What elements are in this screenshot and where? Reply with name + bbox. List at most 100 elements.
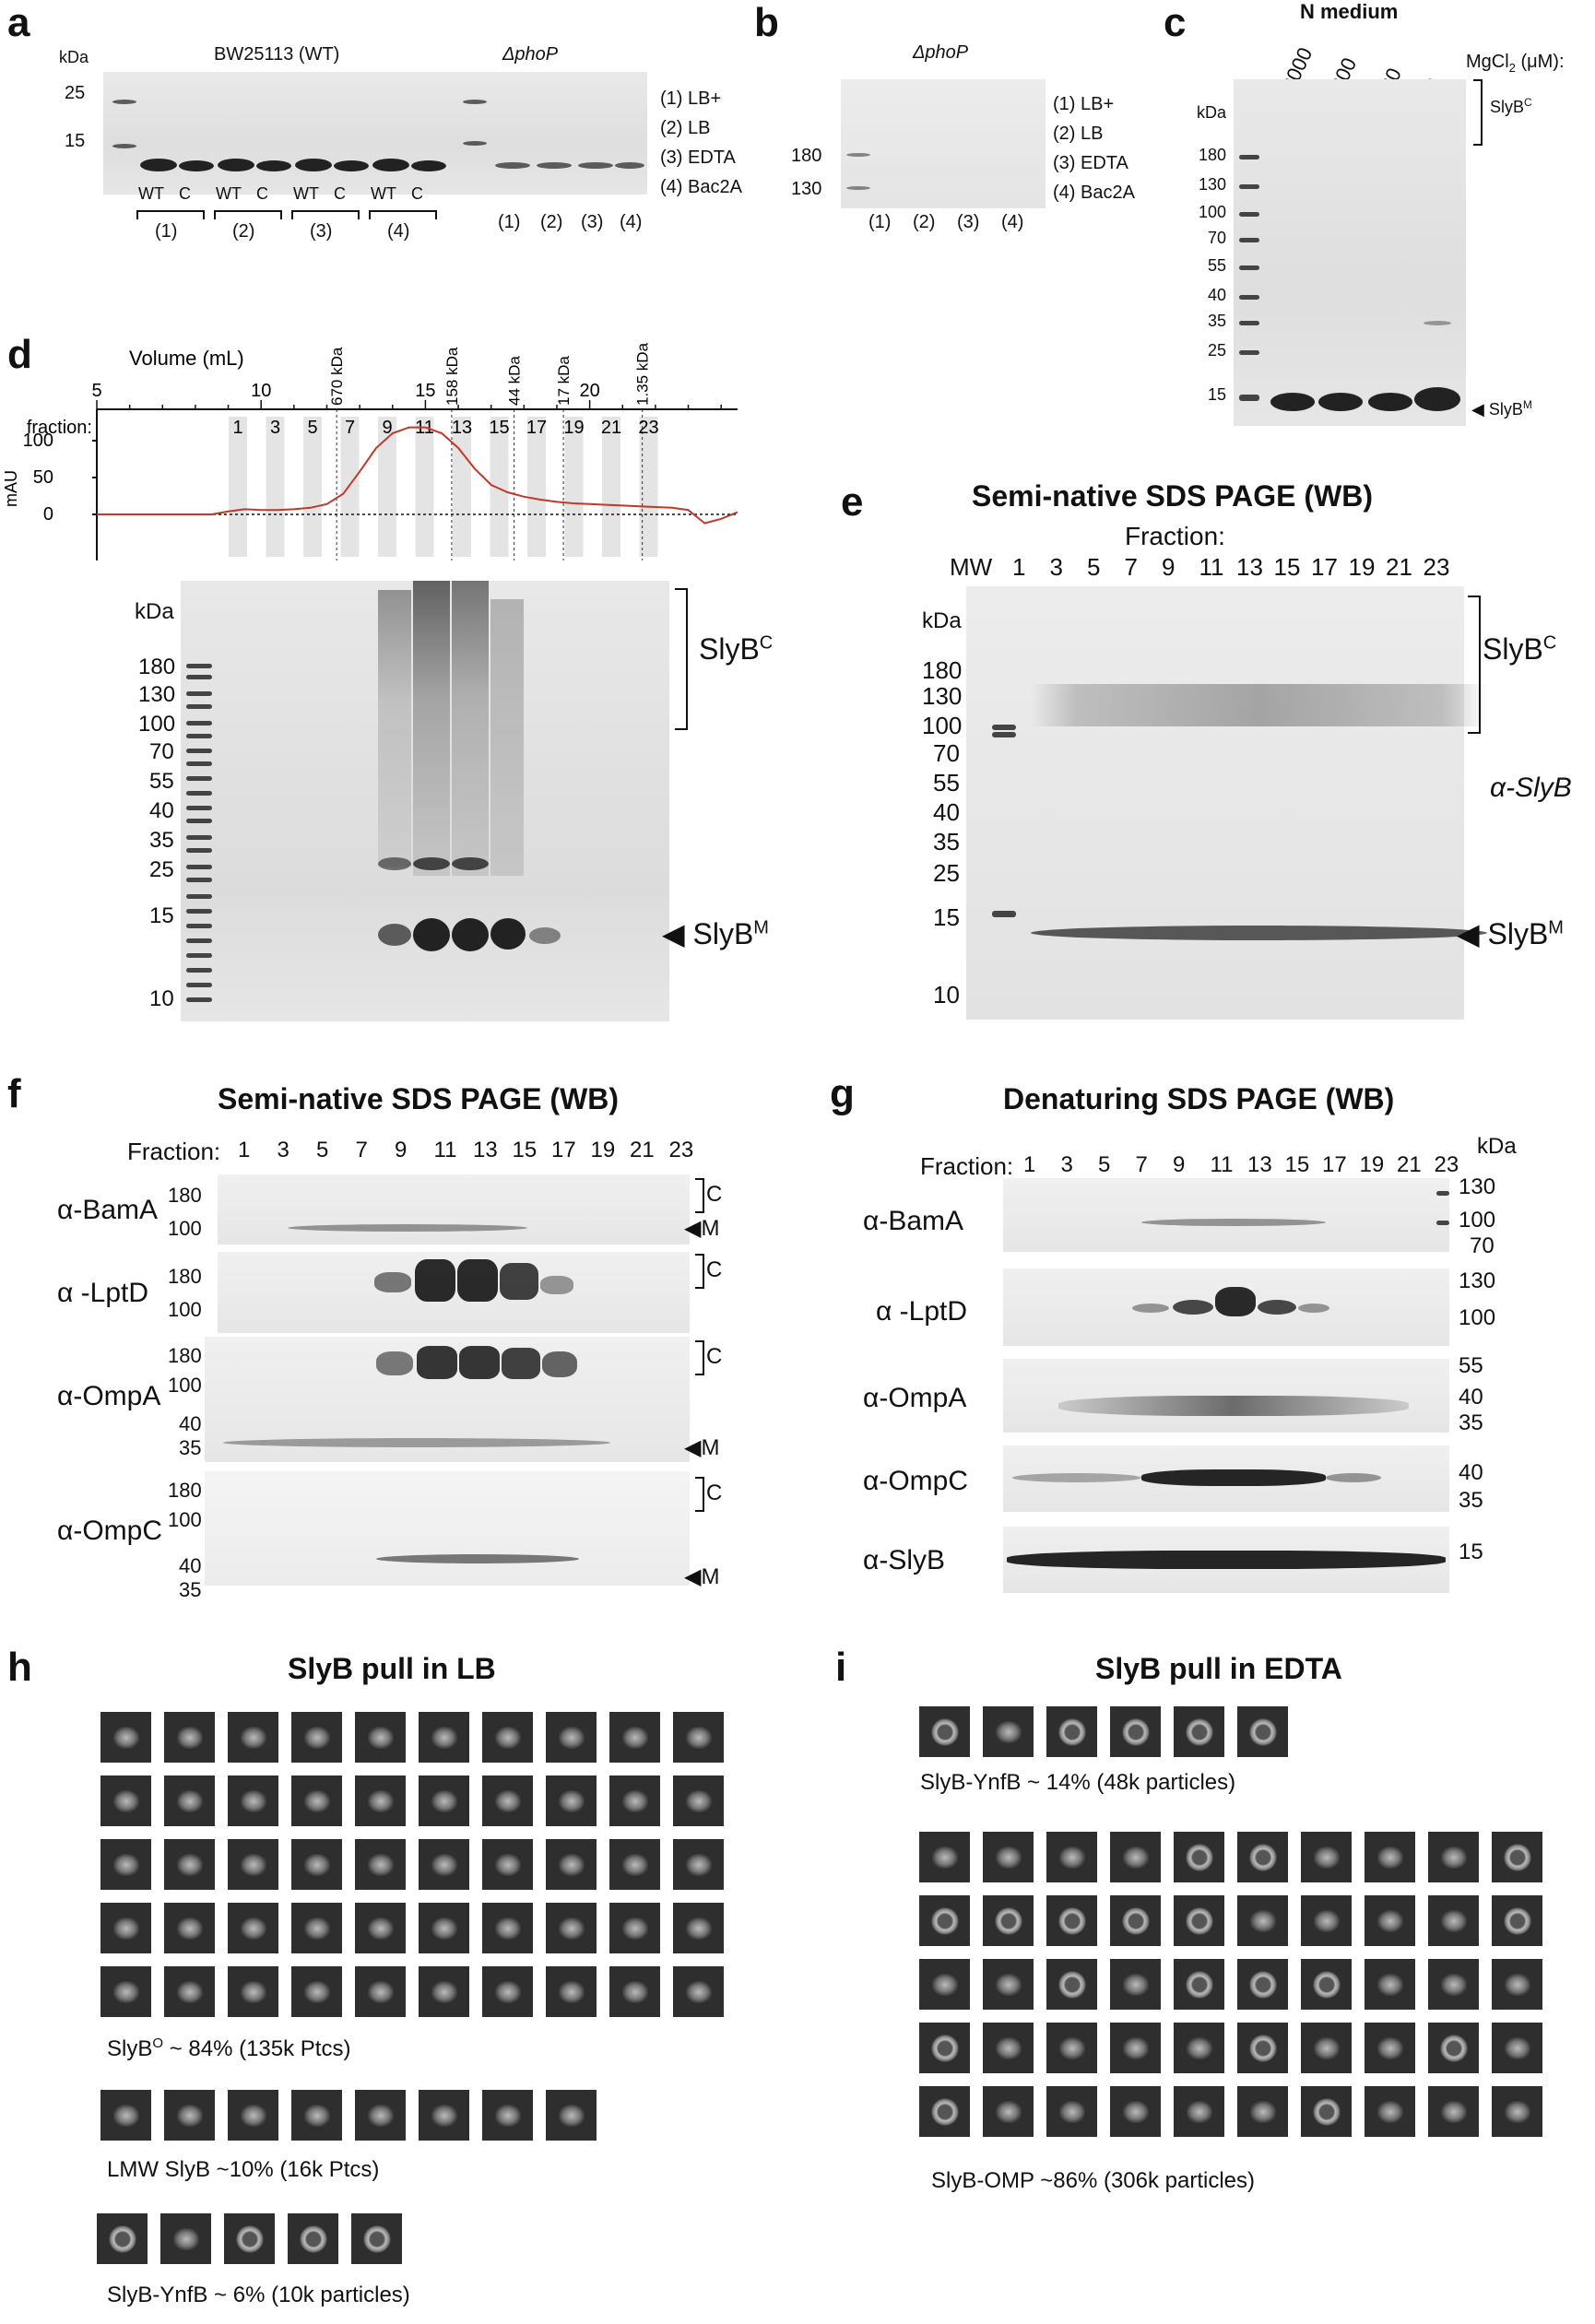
class-average-image <box>1427 2022 1480 2074</box>
tag-label: ◀M <box>684 1216 720 1241</box>
marker-label: 15 <box>933 903 960 931</box>
slybc-label: SlyBC <box>699 632 774 666</box>
class-average-image <box>672 1775 725 1827</box>
volume-tick-label: 5 <box>91 381 101 401</box>
marker-label: 35 <box>933 828 960 855</box>
class-average-image <box>1491 1958 1543 2011</box>
marker-label: 40 <box>149 798 174 823</box>
panel-title: SlyB pull in EDTA <box>1095 1652 1342 1685</box>
lane-label: C <box>256 184 268 203</box>
lane-label: WT <box>293 184 319 203</box>
fraction-number: 5 <box>1098 1152 1111 1177</box>
bracket <box>695 1178 704 1213</box>
class-average-image <box>163 1711 216 1764</box>
class-average-image <box>608 1965 661 2018</box>
gel-image <box>181 581 669 1021</box>
class-average-image <box>672 1838 725 1891</box>
legend-item: (4) Bac2A <box>1053 183 1135 203</box>
group-label: (2) <box>232 221 255 242</box>
class-average-image <box>918 1831 971 1883</box>
panel-title: Semi-native SDS PAGE (WB) <box>218 1082 620 1115</box>
fraction-number: 21 <box>601 418 621 438</box>
fraction-number: 11 <box>1210 1152 1234 1177</box>
class-average-image <box>1427 2085 1480 2138</box>
volume-tick-label: 15 <box>415 381 435 401</box>
class-average-image <box>418 2089 470 2141</box>
marker-label: 40 <box>1208 286 1227 304</box>
class-average-image <box>1236 1831 1289 1883</box>
gel-image <box>103 72 647 195</box>
class-average-image <box>1173 1705 1225 1758</box>
legend-item: (3) EDTA <box>660 147 736 168</box>
fraction-number: 23 <box>638 418 658 438</box>
marker-label: 10 <box>933 981 960 1009</box>
marker-label: 25 <box>933 859 960 887</box>
lane-label: (1) <box>868 212 892 232</box>
class-average-image <box>1173 2085 1225 2138</box>
fraction-number: 23 <box>668 1138 694 1162</box>
ytick-label: 50 <box>33 467 53 488</box>
marker-label: 70 <box>933 739 960 767</box>
class-average-image <box>350 2212 403 2265</box>
class-average-image <box>1491 1831 1543 1883</box>
class-average-image <box>100 1711 152 1764</box>
marker-label: 55 <box>149 769 174 794</box>
class-average-image <box>608 1902 661 1954</box>
marker-label: 100 <box>168 1217 202 1240</box>
fraction-strip <box>266 417 285 557</box>
class-average-image <box>608 1711 661 1764</box>
blot-image <box>966 586 1487 1020</box>
fraction-strip <box>340 417 360 557</box>
class-average-image <box>481 1711 534 1764</box>
class-average-image <box>1236 1894 1289 1947</box>
marker-label: 180 <box>791 146 822 166</box>
fraction-number: 9 <box>382 418 392 438</box>
fraction-number: 5 <box>1087 553 1101 581</box>
panel-title: Denaturing SDS PAGE (WB) <box>1003 1082 1395 1115</box>
fraction-strip <box>303 417 322 557</box>
class-average-image <box>418 1838 470 1891</box>
marker-label: 130 <box>1199 175 1227 194</box>
class-average-image <box>1364 2085 1416 2138</box>
marker-label: 15 <box>1459 1540 1483 1564</box>
class-average-image <box>290 1711 343 1764</box>
class-average-image <box>982 2085 1034 2138</box>
marker-label: 180 <box>168 1184 202 1207</box>
class-average-image <box>982 1894 1034 1947</box>
marker-label: 35 <box>1459 1410 1483 1435</box>
mw-label: MW <box>950 553 993 581</box>
legend-item: (3) EDTA <box>1053 153 1128 173</box>
caption: SlyB-YnfB ~ 14% (48k particles) <box>920 1770 1236 1795</box>
fraction-number: 7 <box>355 1138 368 1162</box>
class-average-image <box>1046 1894 1098 1947</box>
marker-label: 180 <box>1199 146 1227 164</box>
class-average-image <box>918 1958 971 2011</box>
marker-label: 25 <box>1208 341 1227 360</box>
class-average-image <box>163 2089 216 2141</box>
fraction-label: Fraction: <box>127 1138 221 1165</box>
class-average-image <box>227 1711 279 1764</box>
class-average-image <box>100 1838 152 1891</box>
fraction-number: 19 <box>1348 553 1376 581</box>
class-average-image <box>1300 1831 1353 1883</box>
class-average-image <box>287 2212 339 2265</box>
class-average-image <box>100 2089 152 2141</box>
panel-label: f <box>7 1071 21 1116</box>
legend-item: (2) LB <box>1053 124 1104 144</box>
class-average-grid <box>918 1705 1300 1763</box>
group-label: (4) <box>620 212 643 232</box>
class-average-image <box>290 1965 343 2018</box>
class-average-image <box>1427 1831 1480 1883</box>
fraction-strip <box>490 417 509 557</box>
class-average-image <box>354 1711 407 1764</box>
marker-label: 130 <box>138 682 176 707</box>
marker-label: 180 <box>168 1265 202 1288</box>
marker-label: 70 <box>1208 229 1227 247</box>
panel-label: b <box>754 0 779 45</box>
class-average-image <box>1491 2022 1543 2074</box>
blot-image <box>1003 1359 1449 1433</box>
class-average-image <box>227 1838 279 1891</box>
marker-label: 100 <box>1199 203 1227 221</box>
fraction-label: Fraction: <box>920 1152 1014 1180</box>
caption: SlyB-OMP ~86% (306k particles) <box>931 2168 1256 2193</box>
